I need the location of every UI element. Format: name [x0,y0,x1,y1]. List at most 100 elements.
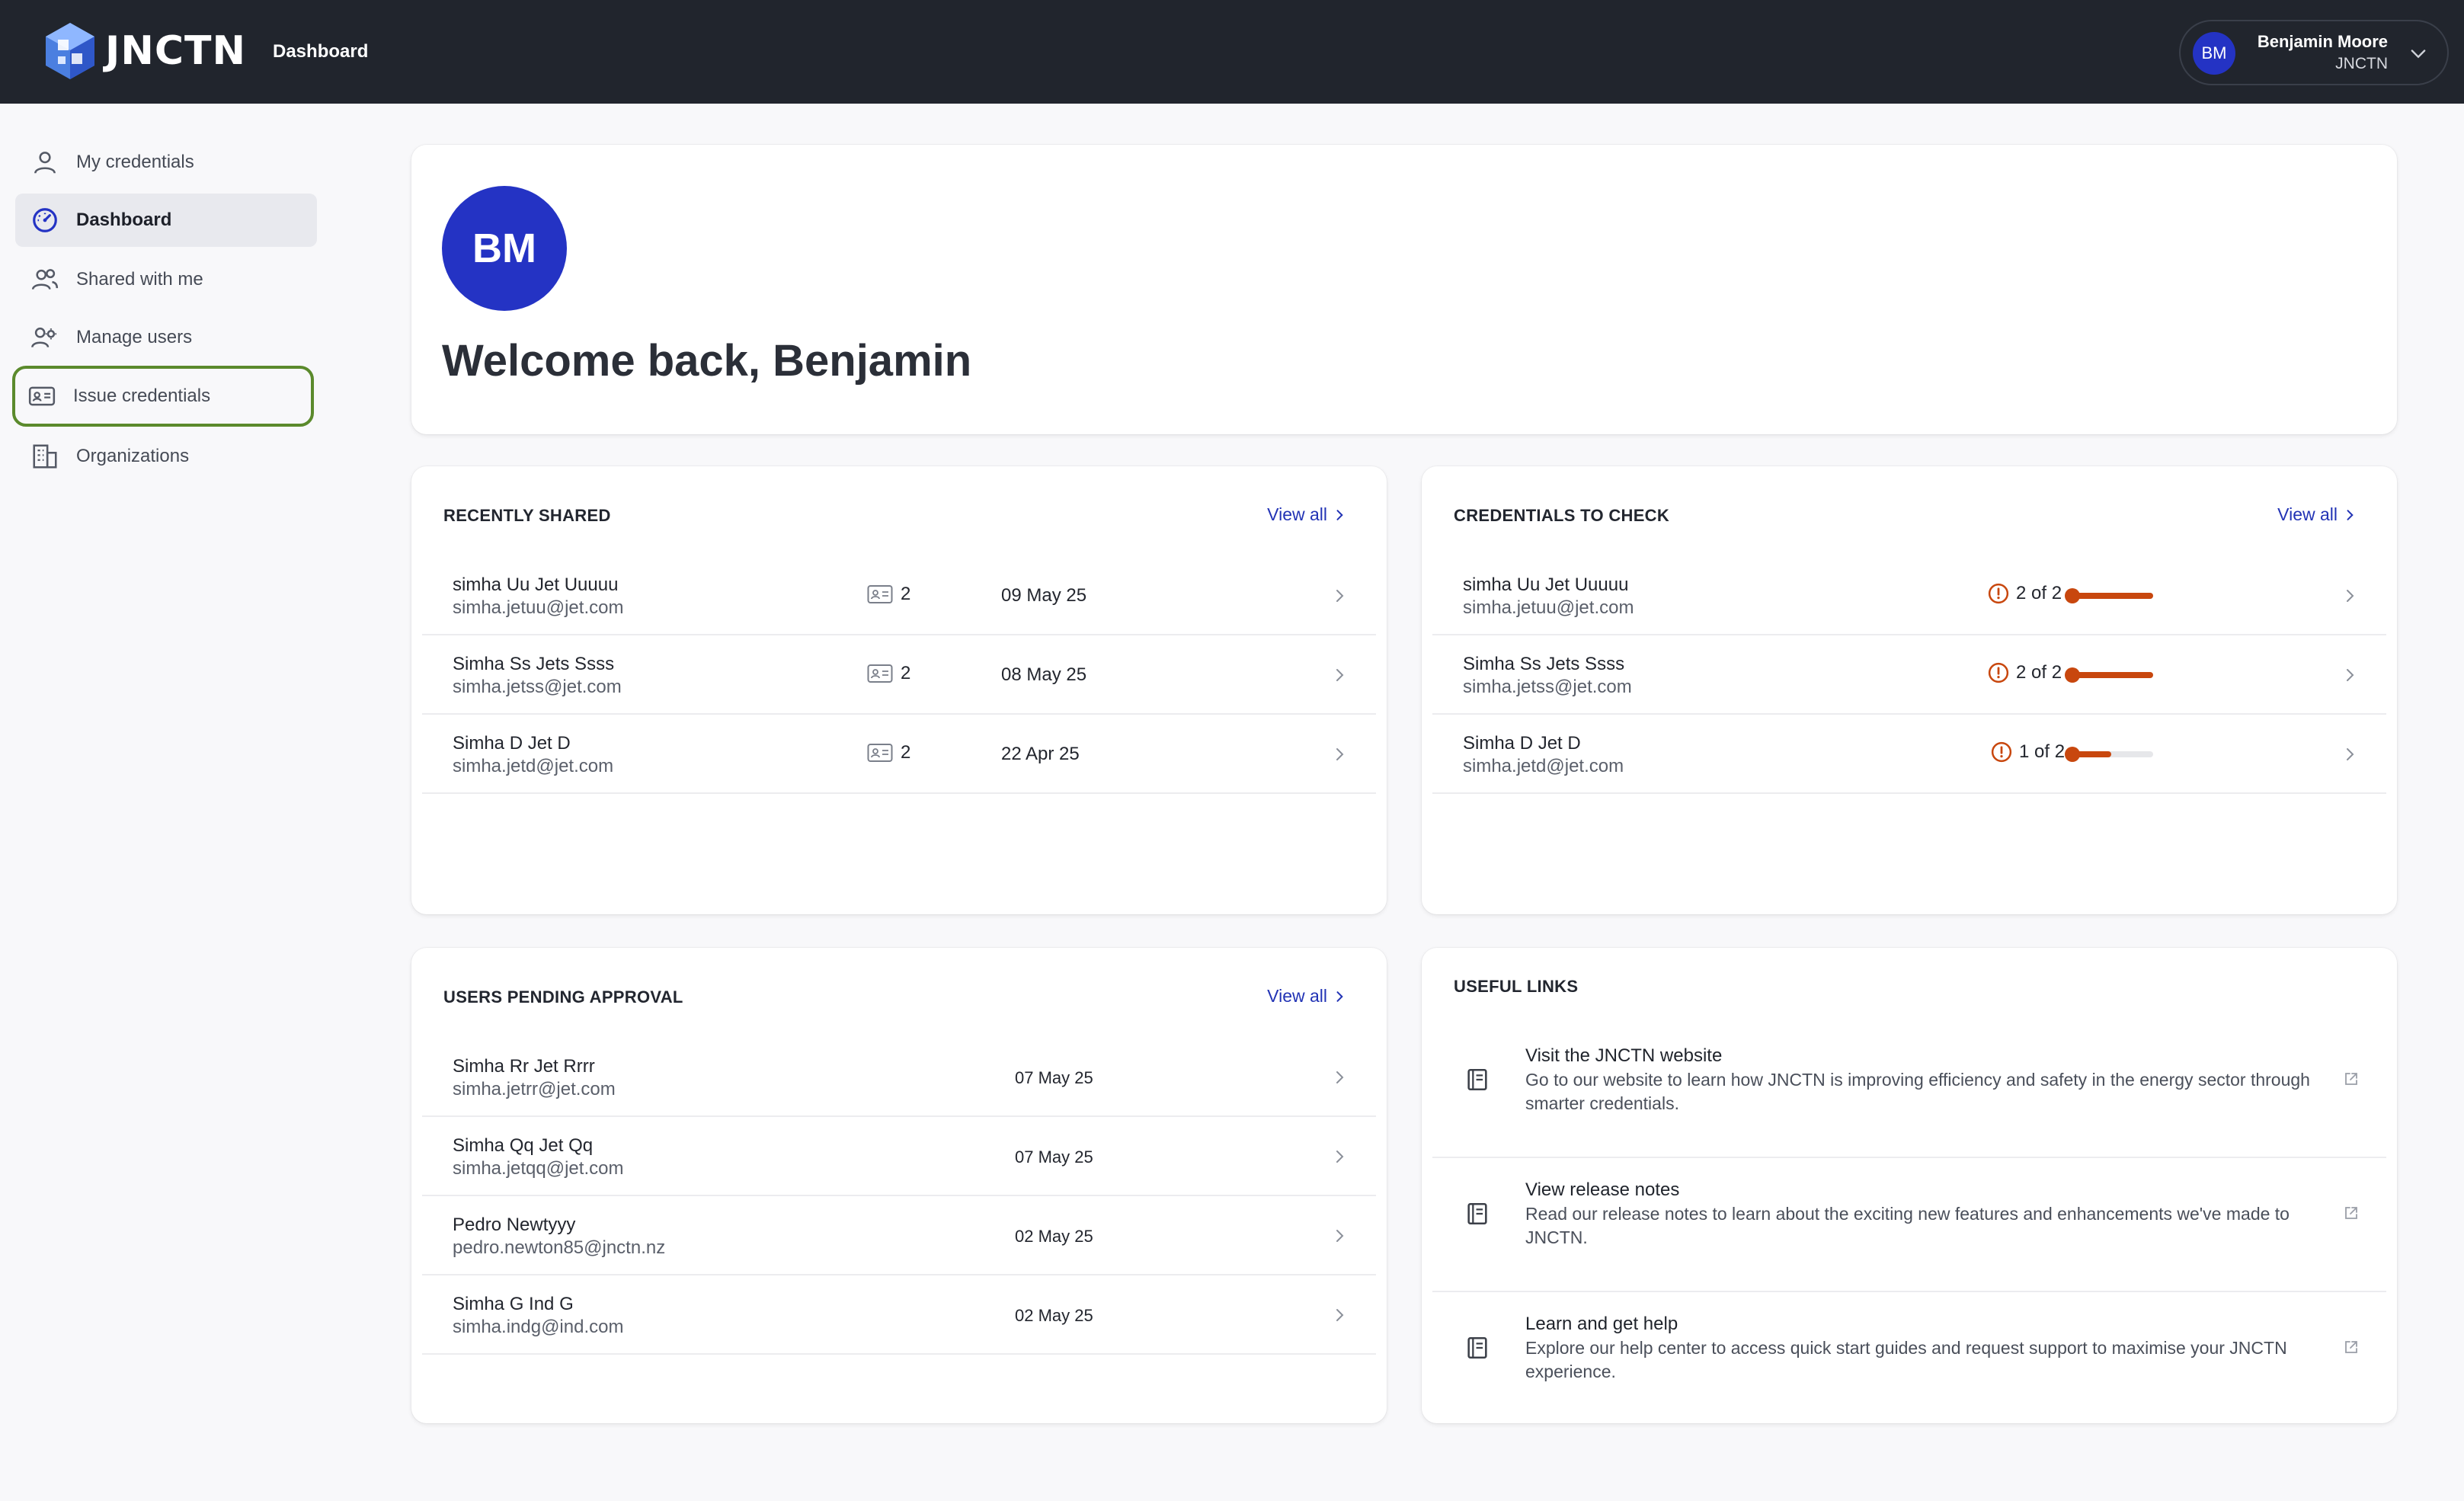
table-row[interactable]: simha Uu Jet Uuuuu simha.jetuu@jet.com 2… [422,556,1376,635]
table-row[interactable]: Simha G Ind G simha.indg@ind.com 02 May … [422,1275,1376,1355]
row-name: Pedro Newtyyy [453,1215,576,1235]
sidebar-item-shared-with-me[interactable]: Shared with me [15,253,317,306]
link-description: Explore our help center to access quick … [1525,1338,2287,1381]
progress-fill [2069,751,2111,757]
link-title: Visit the JNCTN website [1525,1045,1723,1066]
row-email: simha.jetd@jet.com [1463,756,1624,776]
progress-knob [2065,747,2080,762]
sidebar-item-label: Dashboard [76,210,172,230]
users-pending-approval-card: USERS PENDING APPROVAL View all Simha Rr… [411,948,1387,1423]
useful-link-release-notes[interactable]: View release notes Read our release note… [1432,1158,2386,1292]
table-row[interactable]: Pedro Newtyyy pedro.newton85@jnctn.nz 02… [422,1196,1376,1275]
book-icon [1467,1068,1487,1091]
view-all-label: View all [2277,504,2338,524]
sidebar-item-issue-credentials[interactable]: Issue credentials [12,366,314,427]
chevron-right-icon [1336,1309,1344,1321]
sidebar-item-label: Manage users [76,327,193,347]
table-row[interactable]: Simha D Jet D simha.jetd@jet.com 1 of 2 [1432,715,2386,794]
link-description: Go to our website to learn how JNCTN is … [1525,1070,2310,1113]
dashboard-gauge-icon [33,208,57,232]
chevron-right-icon [1336,1230,1344,1242]
alert-circle-icon [1988,583,2009,604]
table-row[interactable]: Simha D Jet D simha.jetd@jet.com 2 22 Ap… [422,715,1376,794]
sidebar-item-dashboard[interactable]: Dashboard [15,194,317,247]
chevron-down-icon [2411,50,2426,59]
useful-link-website[interactable]: Visit the JNCTN website Go to our websit… [1432,1024,2386,1158]
view-all-link[interactable]: View all [1267,504,1347,525]
progress-fill [2069,593,2153,599]
row-date: 07 May 25 [1015,1147,1093,1167]
check-status: 1 of 2 [1990,741,2065,763]
row-email: simha.jetuu@jet.com [1463,597,1634,618]
view-all-label: View all [1267,504,1327,524]
table-row[interactable]: simha Uu Jet Uuuuu simha.jetuu@jet.com 2… [1432,556,2386,635]
sidebar-item-my-credentials[interactable]: My credentials [15,136,317,189]
id-card-icon [28,386,56,406]
row-email: simha.indg@ind.com [453,1317,624,1337]
sidebar-item-label: Shared with me [76,269,203,290]
check-status: 2 of 2 [1987,582,2062,605]
table-row[interactable]: Simha Ss Jets Ssss simha.jetss@jet.com 2… [1432,635,2386,715]
page-title: Dashboard [273,41,369,62]
credential-count: 2 [867,584,910,605]
table-row[interactable]: Simha Qq Jet Qq simha.jetqq@jet.com 07 M… [422,1117,1376,1196]
row-email: simha.jetss@jet.com [453,677,622,697]
sidebar-item-label: Issue credentials [73,386,211,406]
count-value: 2 [901,742,911,763]
status-text: 2 of 2 [2016,662,2062,683]
chevron-right-icon [2347,748,2354,760]
chevron-right-icon [1336,590,1344,602]
check-progress-bar [2065,588,2153,603]
person-icon [34,152,56,174]
view-all-link[interactable]: View all [1267,986,1347,1007]
user-avatar: BM [2193,32,2235,75]
card-title: USEFUL LINKS [1454,977,1579,996]
external-link-icon [2345,1073,2357,1085]
row-date: 02 May 25 [1015,1306,1093,1325]
user-menu-button[interactable]: BM Benjamin Moore JNCTN [2179,20,2449,85]
book-icon [1467,1336,1487,1359]
row-name: Simha Rr Jet Rrrr [453,1056,595,1077]
credential-count: 2 [867,742,910,763]
credentials-to-check-card: CREDENTIALS TO CHECK View all simha Uu J… [1422,466,2397,914]
chevron-right-icon [2347,509,2354,520]
card-title: RECENTLY SHARED [443,506,611,525]
chevron-right-icon [2347,590,2354,602]
link-title: Learn and get help [1525,1314,1678,1334]
row-name: simha Uu Jet Uuuuu [453,574,619,595]
user-org: JNCTN [2335,55,2388,72]
book-icon [1467,1202,1487,1225]
id-card-icon [867,664,893,683]
credential-count: 2 [867,663,910,684]
row-name: Simha G Ind G [453,1294,574,1314]
check-progress-bar [2065,747,2153,762]
id-card-icon [867,744,893,762]
users-gear-icon [31,327,57,348]
external-link-icon [2345,1341,2357,1353]
recently-shared-card: RECENTLY SHARED View all simha Uu Jet Uu… [411,466,1387,914]
table-row[interactable]: Simha Ss Jets Ssss simha.jetss@jet.com 2… [422,635,1376,715]
sidebar-item-organizations[interactable]: Organizations [15,430,317,483]
sidebar-item-label: Organizations [76,446,190,466]
user-name: Benjamin Moore [2257,32,2388,51]
chevron-right-icon [1336,748,1344,760]
table-row[interactable]: Simha Rr Jet Rrrr simha.jetrr@jet.com 07… [422,1038,1376,1117]
external-link-icon [2345,1207,2357,1219]
row-email: simha.jetss@jet.com [1463,677,1632,697]
chevron-right-icon [1336,991,1343,1002]
useful-links-card: USEFUL LINKS Visit the JNCTN website Go … [1422,948,2397,1423]
view-all-label: View all [1267,986,1327,1006]
useful-link-help[interactable]: Learn and get help Explore our help cent… [1432,1292,2386,1426]
count-value: 2 [901,663,911,683]
chevron-right-icon [2347,669,2354,681]
progress-fill [2069,672,2153,678]
row-date: 08 May 25 [1001,664,1087,685]
row-email: simha.jetrr@jet.com [453,1079,616,1099]
sidebar: My credentials Dashboard Shared with me … [0,104,335,1501]
sidebar-item-manage-users[interactable]: Manage users [15,311,317,364]
row-name: Simha Qq Jet Qq [453,1135,594,1156]
building-icon [33,444,57,469]
jnctn-logo[interactable]: JNCTN [41,20,246,82]
welcome-card: BM Welcome back, Benjamin [411,145,2397,434]
view-all-link[interactable]: View all [2277,504,2357,525]
